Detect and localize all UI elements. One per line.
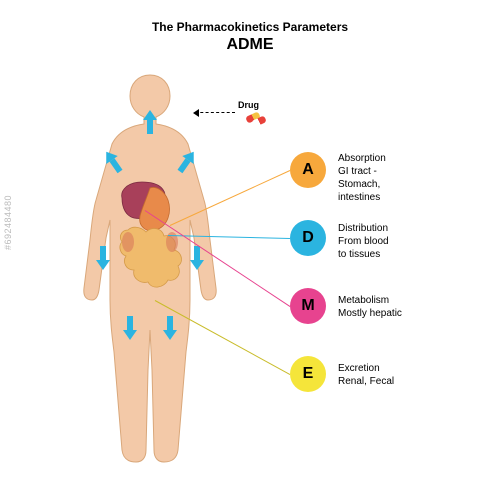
adme-desc-line: Renal, Fecal — [338, 375, 394, 388]
adme-circle-a: A — [290, 152, 326, 188]
adme-desc-a: AbsorptionGI tract -Stomach,intestines — [338, 152, 386, 204]
adme-desc-d: DistributionFrom bloodto tissues — [338, 222, 389, 261]
adme-desc-line: to tissues — [338, 248, 389, 261]
drug-arrow-icon — [195, 112, 235, 113]
main-title: ADME — [0, 36, 500, 54]
subtitle: The Pharmacokinetics Parameters — [0, 20, 500, 34]
adme-desc-title: Excretion — [338, 362, 394, 375]
adme-desc-line: GI tract - — [338, 165, 386, 178]
adme-desc-line: Mostly hepatic — [338, 307, 402, 320]
adme-desc-line: Stomach, — [338, 178, 386, 191]
adme-desc-m: MetabolismMostly hepatic — [338, 294, 402, 320]
adme-circle-d: D — [290, 220, 326, 256]
adme-desc-title: Absorption — [338, 152, 386, 165]
title-block: The Pharmacokinetics Parameters ADME — [0, 20, 500, 54]
adme-circle-m: M — [290, 288, 326, 324]
watermark: #692484480 — [3, 195, 13, 250]
drug-label: Drug — [238, 100, 259, 110]
adme-desc-title: Distribution — [338, 222, 389, 235]
adme-desc-line: intestines — [338, 191, 386, 204]
adme-desc-e: ExcretionRenal, Fecal — [338, 362, 394, 388]
adme-desc-line: From blood — [338, 235, 389, 248]
adme-circle-e: E — [290, 356, 326, 392]
adme-desc-title: Metabolism — [338, 294, 402, 307]
kidney-left-icon — [122, 232, 134, 252]
